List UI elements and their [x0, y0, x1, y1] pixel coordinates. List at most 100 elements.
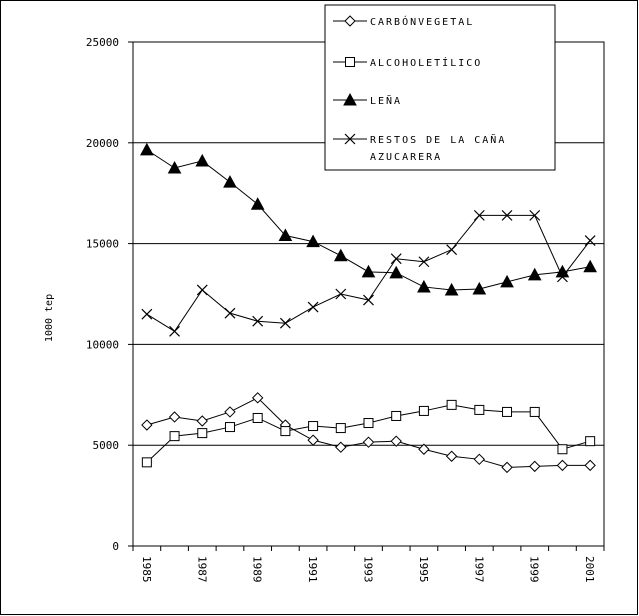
data-point-square — [557, 444, 568, 455]
data-point-diamond — [473, 453, 486, 466]
legend-box — [324, 4, 556, 171]
data-point-x — [363, 294, 374, 306]
y-tick-label: 20000 — [86, 137, 119, 150]
legend-entry: RESTOS DE LA CAÑA AZUCARERA — [333, 133, 506, 163]
data-point-triangle — [500, 274, 514, 288]
x-tick-label: 1995 — [417, 556, 430, 583]
data-point-x — [473, 209, 485, 221]
data-point-triangle — [472, 281, 487, 295]
data-point-square — [446, 399, 457, 410]
data-point-diamond — [529, 460, 541, 473]
legend-label: RESTOS DE LA CAÑA — [370, 133, 506, 146]
x-tick-label: 1997 — [472, 556, 485, 583]
data-point-x — [196, 284, 208, 296]
data-point-square — [391, 410, 402, 421]
data-point-triangle — [306, 234, 320, 248]
data-point-x — [501, 209, 513, 221]
data-point-diamond — [445, 450, 458, 462]
data-point-diamond — [307, 434, 319, 446]
data-point-x — [344, 133, 356, 145]
legend-label: CARBÓNVEGETAL — [370, 15, 474, 28]
data-point-x — [141, 308, 153, 320]
series-group — [140, 142, 597, 474]
series-group — [141, 209, 596, 337]
data-point-triangle — [444, 282, 459, 296]
legend: CARBÓNVEGETAL ALCOHOLETÍLICO LEÑA RESTOS DE… — [324, 4, 556, 171]
legend-entry: ALCOHOLETÍLICO — [333, 56, 482, 69]
x-tick-label: 1993 — [362, 556, 375, 583]
data-point-triangle — [167, 160, 182, 174]
data-point-x — [418, 256, 430, 268]
data-point-triangle — [417, 279, 431, 293]
data-point-square — [252, 412, 263, 423]
data-point-diamond — [168, 411, 181, 423]
data-point-square — [363, 418, 374, 429]
x-tick-label: 1985 — [140, 556, 153, 583]
data-point-square — [224, 422, 235, 433]
series-group — [141, 399, 596, 468]
data-point-square — [335, 423, 346, 434]
legend-entry: LEÑA — [333, 92, 402, 107]
x-tick-label: 2001 — [583, 556, 596, 583]
data-point-x — [224, 307, 236, 319]
data-point-triangle — [389, 265, 404, 279]
y-tick-label: 15000 — [86, 238, 119, 251]
data-point-triangle — [583, 259, 597, 273]
data-point-x — [335, 288, 347, 300]
data-point-triangle — [527, 267, 542, 281]
data-point-square — [141, 457, 152, 468]
data-point-diamond — [556, 459, 569, 472]
legend-label: LEÑA — [370, 94, 402, 107]
data-point-square — [345, 57, 355, 67]
legend-label: ALCOHOLETÍLICO — [370, 56, 482, 69]
data-point-square — [308, 421, 319, 432]
data-point-triangle — [361, 264, 376, 278]
legend-entry: CARBÓNVEGETAL — [333, 15, 474, 28]
data-point-x — [557, 271, 568, 283]
data-point-diamond — [501, 461, 513, 474]
x-tick-label: 1991 — [306, 556, 319, 583]
data-point-square — [474, 404, 485, 415]
x-tick-label: 1999 — [528, 556, 541, 583]
x-tick-label: 1989 — [251, 556, 264, 583]
data-point-diamond — [141, 419, 153, 431]
y-tick-label: 0 — [112, 540, 119, 553]
data-point-diamond — [196, 415, 208, 427]
data-point-diamond — [344, 15, 356, 27]
data-point-diamond — [390, 435, 402, 447]
data-point-triangle — [333, 248, 348, 262]
data-point-square — [502, 406, 513, 417]
y-tick-label: 10000 — [86, 338, 119, 351]
data-point-square — [197, 428, 208, 439]
data-point-x — [279, 317, 291, 329]
data-point-triangle — [343, 92, 357, 106]
data-point-diamond — [418, 443, 430, 455]
legend-label: AZUCARERA — [370, 152, 442, 163]
data-point-square — [529, 406, 540, 417]
x-tick-label: 1987 — [195, 556, 208, 583]
y-tick-label: 25000 — [86, 36, 119, 49]
series-group — [140, 142, 597, 296]
data-point-diamond — [584, 459, 596, 472]
data-point-triangle — [278, 228, 293, 242]
data-point-x — [446, 244, 458, 256]
axes: 0 5000 10000 15000 20000 25000 1985 1987 1989 199… — [86, 36, 605, 583]
series-group — [141, 392, 596, 474]
data-point-triangle — [195, 153, 210, 167]
y-axis-title: 1000 tep — [44, 294, 55, 342]
data-point-square — [280, 426, 291, 437]
data-point-square — [169, 431, 180, 442]
data-point-x — [169, 325, 180, 337]
y-tick-label: 5000 — [93, 439, 120, 452]
data-point-square — [585, 436, 596, 447]
data-point-x — [390, 253, 402, 265]
data-point-x — [529, 209, 541, 221]
data-point-x — [584, 235, 596, 247]
data-point-x — [252, 315, 264, 327]
data-point-diamond — [362, 436, 375, 448]
data-point-diamond — [224, 406, 236, 418]
data-point-triangle — [140, 142, 154, 156]
data-point-triangle — [223, 175, 237, 188]
data-point-diamond — [251, 392, 264, 404]
